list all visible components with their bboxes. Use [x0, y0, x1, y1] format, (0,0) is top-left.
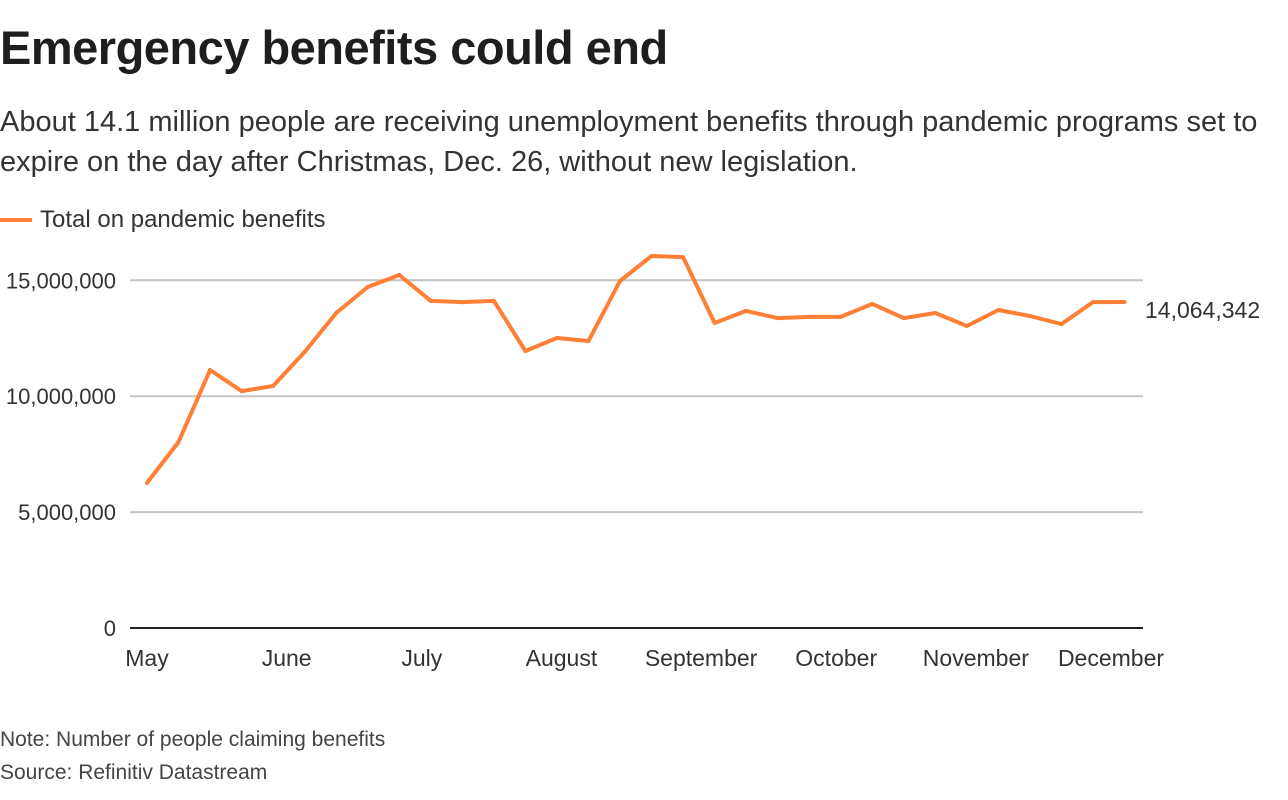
data-point	[428, 298, 433, 303]
data-point	[996, 307, 1001, 312]
y-tick-label: 15,000,000	[6, 268, 116, 293]
data-point	[523, 348, 528, 353]
x-tick-label: June	[262, 645, 312, 671]
x-tick-label: October	[795, 645, 877, 671]
legend-label: Total on pandemic benefits	[40, 206, 326, 233]
data-point	[681, 255, 686, 260]
data-point	[365, 285, 370, 290]
data-point	[460, 300, 465, 305]
x-tick-label: May	[125, 645, 169, 671]
chart-source: Source: Refinitiv Datastream	[0, 761, 268, 784]
x-tick-label: September	[645, 645, 758, 671]
data-point	[744, 308, 749, 313]
data-point	[1027, 313, 1032, 318]
data-point	[901, 316, 906, 321]
data-point	[1059, 322, 1064, 327]
data-point	[239, 389, 244, 394]
data-point	[176, 440, 181, 445]
data-point	[491, 298, 496, 303]
data-point	[271, 384, 276, 389]
data-point	[649, 253, 654, 258]
data-point	[617, 278, 622, 283]
y-tick-label: 5,000,000	[18, 500, 116, 525]
x-tick-label: December	[1058, 645, 1164, 671]
chart-subtitle: About 14.1 million people are receiving …	[0, 106, 1258, 178]
data-point	[933, 310, 938, 315]
legend: Total on pandemic benefits	[0, 206, 326, 234]
legend-swatch	[0, 218, 32, 222]
series-line	[145, 254, 1127, 485]
data-point	[807, 314, 812, 319]
data-point	[712, 320, 717, 325]
y-tick-label: 0	[104, 616, 116, 641]
data-point	[145, 480, 149, 485]
data-point	[208, 368, 213, 373]
x-tick-label: November	[923, 645, 1029, 671]
data-point	[838, 314, 843, 319]
data-point	[334, 310, 339, 315]
chart-title: Emergency benefits could end	[0, 21, 668, 74]
data-point	[586, 339, 591, 344]
data-point	[1090, 300, 1095, 305]
data-point	[554, 336, 559, 341]
data-point	[397, 272, 402, 277]
x-tick-label: July	[401, 645, 442, 671]
data-point	[775, 316, 780, 321]
y-tick-label: 10,000,000	[6, 384, 116, 409]
end-value-label: 14,064,342	[1145, 297, 1260, 323]
x-tick-label: August	[526, 645, 598, 671]
data-point	[964, 323, 969, 328]
data-point	[870, 301, 875, 306]
data-point	[1122, 299, 1127, 304]
data-point	[302, 349, 307, 354]
chart-note: Note: Number of people claiming benefits	[0, 728, 386, 751]
